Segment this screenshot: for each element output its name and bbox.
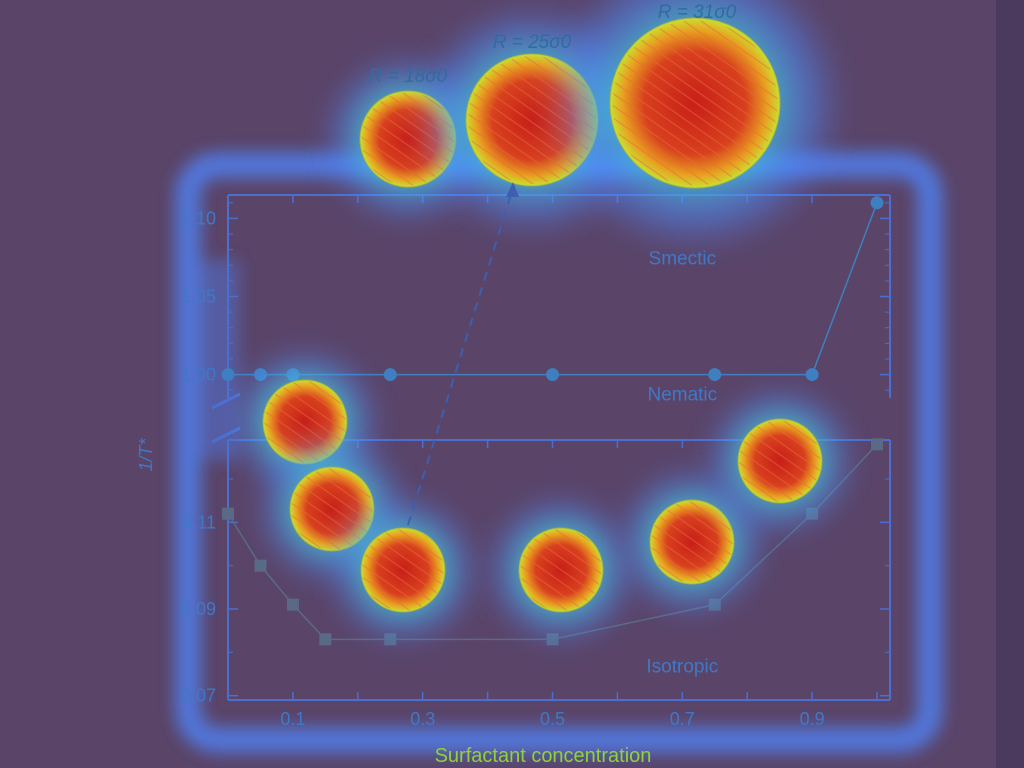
y-tick-label-lower: 0.07 (181, 686, 216, 706)
x-tick-label: 0.9 (800, 709, 825, 729)
region-label: Smectic (649, 248, 717, 269)
y-axis-label: 1/T* (136, 438, 156, 472)
region-label: Isotropic (646, 656, 718, 677)
text-layer: 0.1 0.3 0.5 0.7 0.9 1.00 1.05 1.10 0.07 0.09 0.11 S… (136, 2, 825, 767)
x-tick-label: 0.5 (540, 709, 565, 729)
droplet-radius-label: R = 31σ0 (658, 2, 737, 23)
axis-glow (180, 260, 240, 460)
droplet-large-r31 (546, 0, 844, 252)
y-tick-label-upper: 1.05 (181, 287, 216, 307)
lower-series-point (871, 438, 884, 451)
y-tick-label-lower: 0.11 (182, 512, 216, 532)
dashed-arrow (407, 187, 514, 526)
upper-series-point (221, 368, 235, 382)
lower-series-point (319, 633, 332, 646)
droplets-layer (231, 0, 854, 644)
y-tick-label-upper: 1.00 (181, 365, 216, 385)
x-tick-label: 0.1 (280, 709, 305, 729)
droplet-small (329, 496, 477, 644)
upper-series-point (383, 368, 397, 382)
droplet-small (487, 496, 635, 644)
right-edge-band (996, 0, 1024, 768)
upper-series-point (708, 368, 722, 382)
y-tick-label-upper: 1.10 (181, 208, 216, 228)
lower-series-point (222, 507, 234, 520)
x-axis-label: Surfactant concentration (435, 745, 652, 767)
lower-series-point (286, 598, 299, 611)
droplet-radius-label: R = 18σ0 (369, 66, 448, 87)
region-label: Nematic (647, 384, 717, 405)
droplet-radius-label: R = 25σ0 (493, 32, 572, 53)
y-tick-label-lower: 0.09 (181, 599, 216, 619)
x-tick-label: 0.7 (670, 709, 695, 729)
axis-break-mark (211, 392, 241, 410)
droplet-small (706, 387, 854, 535)
upper-series-point (870, 196, 884, 210)
lower-series-point (254, 559, 267, 572)
upper-series-point (805, 368, 819, 382)
x-tick-label: 0.3 (410, 709, 435, 729)
upper-series-point (546, 368, 560, 382)
arrow-head (506, 182, 519, 197)
